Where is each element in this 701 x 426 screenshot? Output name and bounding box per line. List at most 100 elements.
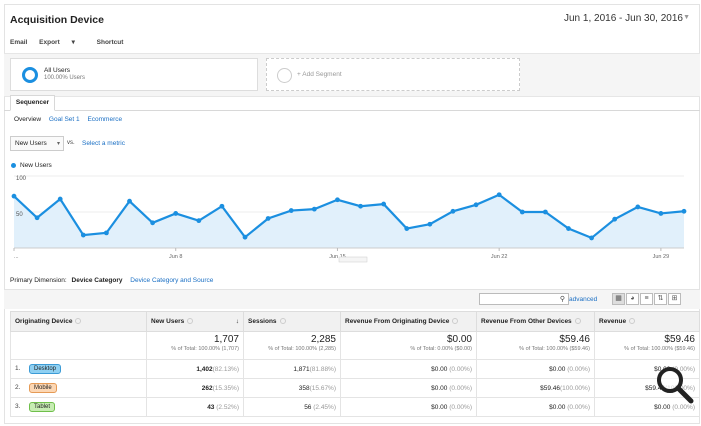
zoom-icon[interactable] xyxy=(653,363,697,407)
row-index: 2. xyxy=(15,384,21,391)
col-revenue-other[interactable]: Revenue From Other Devices xyxy=(476,311,595,332)
sessions-pct: (15.67%) xyxy=(309,384,336,392)
rev-other-pct: (0.00%) xyxy=(567,365,590,373)
primary-dimension-row: Primary Dimension: Device Category Devic… xyxy=(10,277,213,284)
date-range-picker[interactable]: Jun 1, 2016 - Jun 30, 2016 ▼ xyxy=(560,10,694,28)
rev-other-cell: $59.46(100.00%) xyxy=(476,378,595,398)
new-users-chart: 100 50... Jun 8 Jun 15 Jun 22 Jun 29 xyxy=(11,175,687,263)
pie-view-icon[interactable]: ◕ xyxy=(626,293,639,305)
col-revenue[interactable]: Revenue xyxy=(594,311,700,332)
dimension-device-category-source[interactable]: Device Category and Source xyxy=(130,277,214,284)
revenue-cell: $0.00 (0.00%) xyxy=(594,397,700,417)
tab-bar xyxy=(4,110,700,111)
advanced-filter-link[interactable]: advanced xyxy=(569,296,598,303)
x-tick-label: Jun 29 xyxy=(653,254,670,260)
rev-other-value: $59.46 xyxy=(540,384,560,392)
col-new-users[interactable]: New Users ↓ xyxy=(146,311,244,332)
data-point xyxy=(127,198,132,204)
data-point xyxy=(335,197,340,203)
data-point xyxy=(566,226,571,231)
data-point xyxy=(404,226,410,231)
col-revenue-originating[interactable]: Revenue From Originating Device xyxy=(340,311,477,332)
chevron-down-icon: ▼ xyxy=(683,14,690,21)
help-icon[interactable] xyxy=(629,318,636,325)
data-point xyxy=(80,232,86,238)
col-originating-device[interactable]: Originating Device xyxy=(10,311,147,332)
comparison-view-icon[interactable]: ⇅ xyxy=(654,293,667,305)
vs-label: vs. xyxy=(67,140,75,146)
data-point xyxy=(519,209,525,215)
page-title: Acquisition Device xyxy=(10,14,104,26)
series-line xyxy=(13,193,685,240)
revenue-value: $0.00 xyxy=(654,403,671,411)
sessions-value: 1,871 xyxy=(293,365,310,373)
new-users-value: 262 xyxy=(201,384,213,392)
data-point xyxy=(658,211,664,216)
metric-select-value: New Users xyxy=(15,140,47,147)
metric-select[interactable]: New Users ▾ xyxy=(10,136,64,151)
total-rev-orig: $0.00% of Total: 0.00% ($0.00) xyxy=(340,331,477,360)
revenue-pct: (0.00%) xyxy=(672,365,695,373)
device-tag[interactable]: Desktop xyxy=(29,364,62,374)
device-tag[interactable]: Mobile xyxy=(29,383,57,393)
sessions-cell: 1,871(81.88%) xyxy=(243,359,341,379)
sessions-cell: 56 (2.45%) xyxy=(243,397,341,417)
export-button[interactable]: Export ▾ xyxy=(39,39,85,46)
shortcut-button[interactable]: Shortcut xyxy=(96,39,124,46)
col-label: New Users xyxy=(151,318,185,325)
data-point xyxy=(34,215,40,221)
data-point xyxy=(11,193,17,199)
rev-orig-value: $0.00 xyxy=(431,365,448,373)
sessions-pct: (81.88%) xyxy=(309,365,336,373)
total-value: 2,285 xyxy=(310,334,336,345)
table-search-input[interactable]: ⚲ xyxy=(479,293,569,305)
data-point xyxy=(242,234,248,240)
email-button[interactable]: Email xyxy=(10,39,28,46)
date-range-label: Jun 1, 2016 - Jun 30, 2016 xyxy=(564,13,683,24)
performance-view-icon[interactable]: ≡ xyxy=(640,293,653,305)
new-users-cell: 43 (2.52%) xyxy=(146,397,244,417)
help-icon[interactable] xyxy=(187,318,194,325)
dimension-device-category[interactable]: Device Category xyxy=(71,277,123,284)
data-point xyxy=(57,196,63,202)
data-point xyxy=(104,230,109,236)
rev-other-cell: $0.00 (0.00%) xyxy=(476,397,595,417)
col-sessions[interactable]: Sessions xyxy=(243,311,341,332)
help-icon[interactable] xyxy=(279,318,286,325)
new-users-cell: 1,402(82.13%) xyxy=(146,359,244,379)
total-value: $0.00 xyxy=(446,334,472,345)
tab-sequencer[interactable]: Sequencer xyxy=(10,95,55,111)
primary-dimension-label: Primary Dimension: xyxy=(10,277,67,284)
help-icon[interactable] xyxy=(574,318,581,325)
x-tick-label: Jun 15 xyxy=(329,254,346,260)
x-tick-label: Jun 8 xyxy=(169,254,182,260)
chevron-down-icon: ▾ xyxy=(56,141,60,147)
chevron-down-icon: ▾ xyxy=(71,39,75,46)
sessions-value: 358 xyxy=(298,384,310,392)
subtab-overview[interactable]: Overview xyxy=(14,116,42,123)
empty-segment-icon xyxy=(277,68,292,83)
table-row: 1. Desktop 1,402(82.13%) 1,871(81.88%) $0… xyxy=(10,359,700,379)
rev-orig-cell: $0.00 (0.00%) xyxy=(340,359,477,379)
chart-legend: New Users xyxy=(11,162,52,169)
rev-other-value: $0.00 xyxy=(549,403,566,411)
add-segment-button[interactable]: + Add Segment xyxy=(266,58,520,91)
subtab-goal-set-1[interactable]: Goal Set 1 xyxy=(48,116,80,123)
search-icon[interactable]: ⚲ xyxy=(559,296,565,303)
rev-orig-cell: $0.00 (0.00%) xyxy=(340,378,477,398)
sessions-pct: (2.45%) xyxy=(313,403,336,411)
device-cell: 3. Tablet xyxy=(10,397,147,417)
data-point xyxy=(381,201,387,207)
x-tick-label: Jun 22 xyxy=(491,254,508,260)
pivot-view-icon[interactable]: ⊞ xyxy=(668,293,681,305)
total-pct: % of Total: 100.00% ($59.46) xyxy=(519,346,590,352)
device-tag[interactable]: Tablet xyxy=(29,402,56,412)
data-point xyxy=(542,209,548,215)
table-view-icon[interactable]: ▦ xyxy=(612,293,625,305)
select-metric-link[interactable]: Select a metric xyxy=(82,140,125,147)
help-icon[interactable] xyxy=(75,318,82,325)
help-icon[interactable] xyxy=(452,318,459,325)
data-point xyxy=(589,235,594,241)
subtab-ecommerce[interactable]: Ecommerce xyxy=(87,116,123,123)
segment-all-users[interactable]: All Users 100.00% Users xyxy=(10,58,258,91)
